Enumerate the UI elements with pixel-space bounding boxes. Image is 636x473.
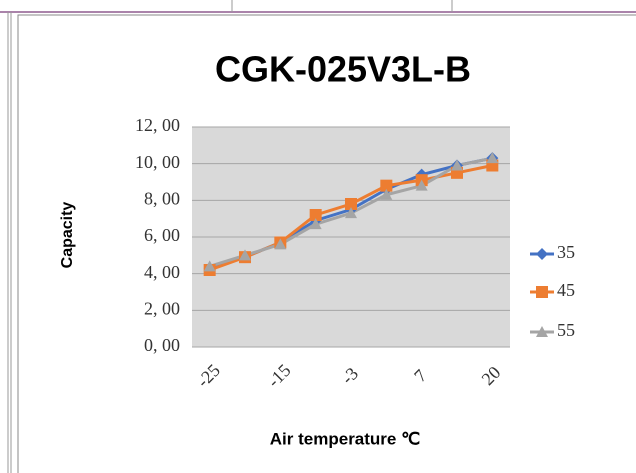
data-point xyxy=(380,179,393,192)
legend-label: 55 xyxy=(557,320,575,340)
legend-label: 45 xyxy=(557,280,575,300)
legend-label: 35 xyxy=(557,242,575,262)
y-tick-label: 2, 00 xyxy=(144,298,180,318)
legend-marker xyxy=(536,248,548,260)
chart-title: CGK-025V3L-B xyxy=(215,49,471,90)
data-point xyxy=(451,159,463,171)
data-point xyxy=(380,188,393,200)
data-point xyxy=(415,179,428,191)
data-point xyxy=(309,209,322,221)
y-tick-label: 4, 00 xyxy=(144,262,180,282)
data-point xyxy=(274,238,287,250)
data-point xyxy=(309,218,322,230)
chart-border xyxy=(17,14,636,473)
y-tick-label: 8, 00 xyxy=(144,188,180,208)
y-tick-label: 6, 00 xyxy=(144,225,180,245)
legend-marker xyxy=(536,286,548,298)
x-axis-label: Air temperature ℃ xyxy=(270,429,420,448)
y-axis-label: Capacity xyxy=(59,202,76,269)
y-tick-label: 0, 00 xyxy=(144,335,180,355)
y-tick-label: 12, 00 xyxy=(135,115,180,135)
legend-marker xyxy=(536,326,548,337)
data-point xyxy=(239,249,251,261)
y-tick-label: 10, 00 xyxy=(135,152,180,172)
data-point xyxy=(345,207,357,219)
data-point xyxy=(345,198,357,210)
data-point xyxy=(203,260,216,272)
data-point xyxy=(486,152,499,164)
